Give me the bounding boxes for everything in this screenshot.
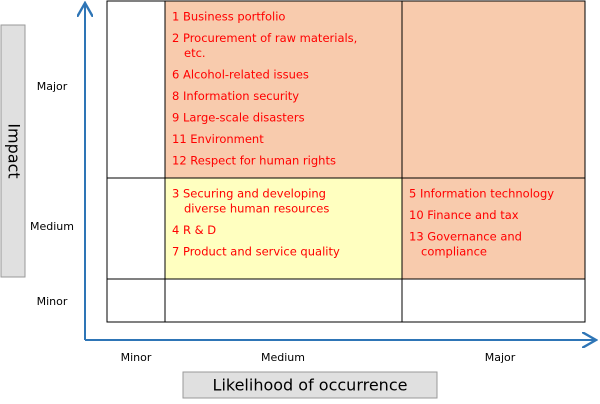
cell <box>106 278 166 323</box>
risk-item: etc. <box>184 46 206 60</box>
cell <box>106 0 166 179</box>
risk-item: 12 Respect for human rights <box>172 154 336 168</box>
row-label: Major <box>37 80 68 93</box>
x-title: Likelihood of occurrence <box>213 376 408 395</box>
cell <box>401 0 586 179</box>
column-label: Medium <box>261 351 305 364</box>
risk-item: 13 Governance and <box>409 230 522 244</box>
cell <box>401 278 586 323</box>
column-label: Minor <box>121 351 152 364</box>
cell <box>164 0 403 179</box>
risk-item: 10 Finance and tax <box>409 208 519 222</box>
risk-item: 5 Information technology <box>409 187 554 201</box>
x-title-box <box>182 371 438 399</box>
row-label: Minor <box>37 295 68 308</box>
row-label: Medium <box>30 220 74 233</box>
risk-item: 4 R & D <box>172 223 216 237</box>
y-title: Impact <box>5 123 24 178</box>
cell <box>164 278 403 323</box>
risk-item: 6 Alcohol-related issues <box>172 68 309 82</box>
y-title-box <box>0 24 26 278</box>
risk-item: 1 Business portfolio <box>172 10 285 24</box>
risk-item: 11 Environment <box>172 132 264 146</box>
cell <box>106 177 166 280</box>
risk-item: 7 Product and service quality <box>172 245 340 259</box>
risk-item: compliance <box>421 245 487 259</box>
cell <box>401 177 586 280</box>
risk-item: 2 Procurement of raw materials, <box>172 31 357 45</box>
column-label: Major <box>485 351 516 364</box>
risk-item: 3 Securing and developing <box>172 187 326 201</box>
risk-item: diverse human resources <box>184 202 329 216</box>
cell <box>164 177 403 280</box>
risk-item: 8 Information security <box>172 89 299 103</box>
risk-item: 9 Large-scale disasters <box>172 111 305 125</box>
